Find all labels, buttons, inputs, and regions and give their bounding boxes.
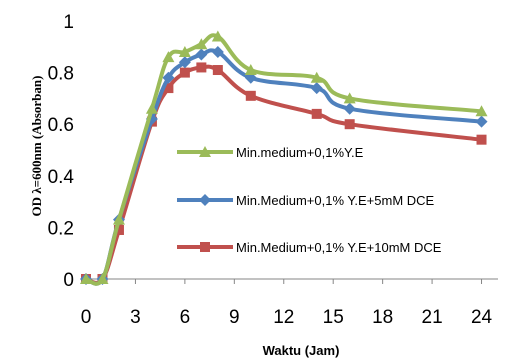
data-point (178, 56, 191, 69)
series-triangle (80, 30, 488, 286)
axes: 0 3 6 9 12 15 18 21 24 0 0.2 0.4 0.6 0.8 1 (48, 12, 498, 328)
x-tick-label: 0 (81, 307, 92, 328)
data-point (112, 213, 125, 225)
x-tick-label: 6 (180, 307, 191, 328)
y-tick-label: 1 (63, 12, 74, 33)
data-point (212, 65, 223, 76)
x-tick-label: 21 (422, 307, 443, 328)
legend: Min.medium+0,1%Y.E Min.Medium+0,1% Y.E+5m… (170, 142, 442, 257)
data-point (344, 119, 355, 130)
data-point (178, 45, 191, 57)
x-tick-label: 15 (323, 307, 344, 328)
y-tick-label: 0.2 (48, 218, 74, 239)
legend-label: Min.Medium+0,1% Y.E+5mM DCE (236, 193, 435, 208)
data-point (211, 45, 224, 58)
y-axis-title: OD λ=600nm (Absorban) (29, 76, 44, 217)
data-point (343, 92, 356, 104)
y-tick-label: 0.4 (48, 167, 75, 188)
data-point (179, 67, 190, 78)
data-point (311, 108, 322, 119)
legend-entry: Min.Medium+0,1% Y.E+10mM DCE (170, 237, 442, 257)
y-tick-label: 0.6 (48, 115, 74, 136)
data-point (475, 105, 488, 117)
x-tick-label: 18 (372, 307, 393, 328)
data-point (162, 51, 175, 63)
data-point (96, 273, 109, 284)
legend-label: Min.Medium+0,1% Y.E+10mM DCE (236, 240, 442, 255)
data-point (195, 48, 208, 61)
x-tick-label: 12 (273, 307, 294, 328)
legend-entry: Min.medium+0,1%Y.E (170, 142, 364, 162)
x-tick-label: 24 (471, 307, 493, 328)
data-point (80, 273, 92, 284)
data-point (211, 30, 224, 42)
data-point (196, 62, 207, 73)
legend-entry: Min.Medium+0,1% Y.E+5mM DCE (170, 190, 435, 210)
x-axis-title: Waktu (Jam) (263, 343, 340, 358)
data-point (199, 146, 211, 157)
x-tick-label: 3 (130, 307, 141, 328)
data-point (343, 102, 356, 115)
data-point (163, 83, 174, 94)
data-point (310, 71, 323, 83)
x-tick-label: 9 (229, 307, 240, 328)
y-tick-label: 0.8 (48, 64, 74, 85)
data-point (244, 64, 257, 76)
data-point (310, 82, 323, 95)
data-point (195, 38, 208, 50)
data-point (245, 90, 256, 101)
y-tick-label: 0 (63, 270, 74, 291)
data-point (200, 242, 210, 252)
series-layer (80, 30, 488, 286)
legend-label: Min.medium+0,1%Y.E (236, 145, 364, 160)
data-point (113, 224, 124, 235)
data-point (476, 134, 487, 145)
data-point (475, 115, 488, 128)
data-point (162, 71, 175, 84)
data-point (145, 102, 158, 114)
data-point (199, 194, 211, 206)
